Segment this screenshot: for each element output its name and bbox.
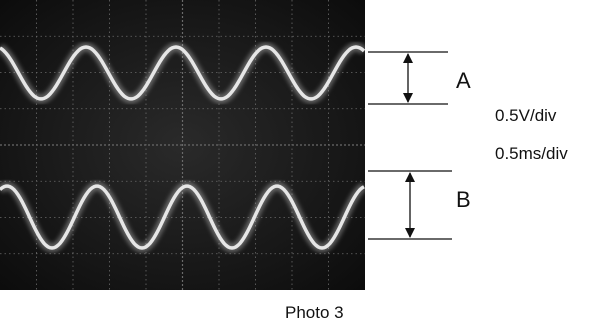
trace-b-label: B xyxy=(456,187,471,212)
trace-line xyxy=(0,45,365,101)
trace-a-waveform xyxy=(0,42,365,104)
arrowhead-down-icon xyxy=(403,93,413,103)
trace-a-label: A xyxy=(456,68,471,93)
oscilloscope-screen xyxy=(0,0,365,290)
trace-line xyxy=(0,184,365,250)
arrowhead-up-icon xyxy=(405,172,415,182)
figure-caption: Photo 3 xyxy=(285,303,344,322)
volts-per-division-label: 0.5V/div xyxy=(495,106,557,125)
time-per-division-label: 0.5ms/div xyxy=(495,144,568,163)
arrowhead-up-icon xyxy=(403,53,413,63)
arrowhead-down-icon xyxy=(405,228,415,238)
oscilloscope-display xyxy=(0,0,365,290)
trace-b-waveform xyxy=(0,181,365,253)
